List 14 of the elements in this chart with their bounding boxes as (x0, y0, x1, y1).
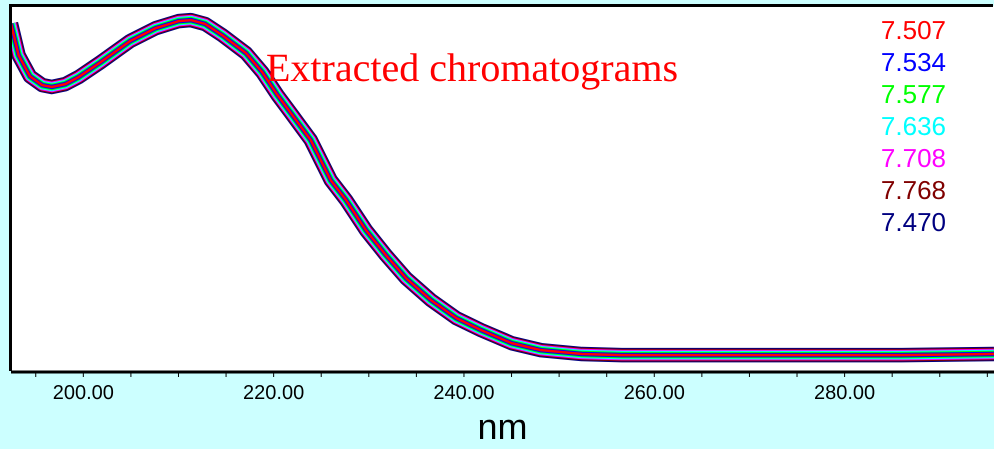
x-axis-title: nm (477, 406, 528, 447)
text: 7.470 (880, 206, 946, 238)
text: 7.577 (880, 78, 946, 110)
text: 7.636 (880, 110, 946, 142)
x-tick-label: 220.00 (243, 382, 304, 404)
text: Extracted chromatograms (266, 44, 678, 91)
x-tick-label: 240.00 (433, 382, 495, 404)
text: 7.534 (880, 46, 946, 78)
x-tick-label: 200.00 (52, 382, 114, 404)
x-tick-label: 280.00 (814, 382, 876, 404)
x-tick-label: 260.00 (624, 382, 685, 404)
text: 7.768 (880, 174, 946, 206)
text: 7.507 (880, 14, 946, 46)
text: 7.708 (880, 142, 946, 174)
